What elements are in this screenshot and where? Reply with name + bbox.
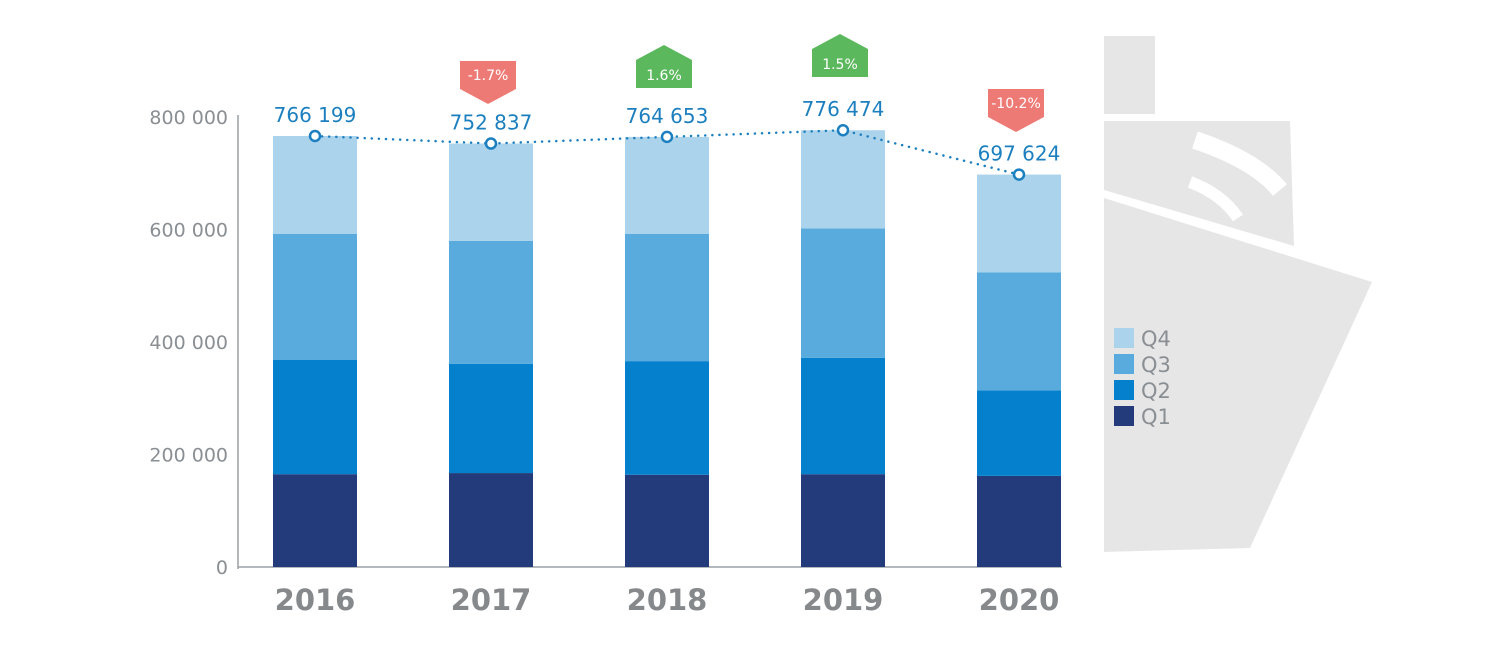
x-tick-label: 2020 bbox=[979, 583, 1060, 617]
x-tick-label: 2016 bbox=[275, 583, 356, 617]
bar-q4-2018 bbox=[625, 136, 709, 234]
total-line-layer: 766 199 752 837 764 653 776 474 697 624 bbox=[274, 97, 1061, 181]
legend-label-q4: Q4 bbox=[1141, 327, 1171, 351]
x-tick-label: 2018 bbox=[627, 583, 708, 617]
change-label-2017: -1.7% bbox=[468, 68, 509, 84]
change-label-2019: 1.5% bbox=[822, 57, 858, 73]
change-badge-2017 bbox=[460, 61, 516, 104]
bar-q3-2018 bbox=[625, 234, 709, 362]
ship-funnel-shape bbox=[1104, 36, 1155, 114]
change-badge-2019 bbox=[812, 34, 868, 77]
total-label-2020: 697 624 bbox=[978, 142, 1061, 166]
bar-q4-2016 bbox=[273, 136, 357, 234]
bar-q2-2019 bbox=[801, 357, 885, 475]
x-tick-label: 2019 bbox=[803, 583, 884, 617]
legend-label-q1: Q1 bbox=[1141, 405, 1171, 429]
total-trend-line bbox=[313, 128, 1021, 176]
bar-q1-2020 bbox=[977, 475, 1061, 567]
bar-q1-2018 bbox=[625, 474, 709, 567]
bar-q1-2019 bbox=[801, 474, 885, 567]
change-badge-2018 bbox=[636, 45, 692, 88]
ship-window-arc bbox=[1187, 176, 1243, 222]
bar-q3-2017 bbox=[449, 240, 533, 364]
bar-q3-2020 bbox=[977, 272, 1061, 391]
legend-swatch-q2 bbox=[1114, 380, 1134, 400]
legend-swatch-q3 bbox=[1114, 354, 1134, 374]
bar-q4-2019 bbox=[801, 130, 885, 229]
legend-label-q2: Q2 bbox=[1141, 379, 1171, 403]
ship-window-arc bbox=[1192, 131, 1287, 196]
bar-q2-2018 bbox=[625, 361, 709, 475]
total-label-2017: 752 837 bbox=[450, 111, 533, 135]
bar-q2-2020 bbox=[977, 390, 1061, 476]
total-label-2016: 766 199 bbox=[274, 103, 357, 127]
legend-label-q3: Q3 bbox=[1141, 353, 1171, 377]
y-tick-label: 0 bbox=[216, 557, 228, 579]
total-point-2018 bbox=[660, 130, 674, 144]
x-tick-label: 2017 bbox=[451, 583, 532, 617]
change-badge-2020 bbox=[988, 89, 1044, 132]
bar-q2-2016 bbox=[273, 360, 357, 475]
change-label-2020: -10.2% bbox=[991, 96, 1041, 112]
total-point-2020 bbox=[1012, 168, 1026, 181]
change-label-2018: 1.6% bbox=[646, 68, 682, 84]
change-badges: -1.7% 1.6% 1.5% -10.2% bbox=[460, 34, 1044, 132]
y-tick-label: 800 000 bbox=[149, 107, 228, 129]
total-point-2016 bbox=[308, 129, 322, 143]
total-point-2019 bbox=[836, 123, 850, 137]
bar-q1-2016 bbox=[273, 474, 357, 567]
axes: 0 200 000 400 000 600 000 800 000 2016 2017 201… bbox=[149, 107, 1062, 617]
legend-swatch-q4 bbox=[1114, 328, 1134, 348]
total-label-2018: 764 653 bbox=[626, 104, 709, 128]
bar-q2-2017 bbox=[449, 363, 533, 474]
ship-hull-shape bbox=[1104, 198, 1372, 552]
bars bbox=[273, 130, 1061, 567]
total-label-2019: 776 474 bbox=[802, 97, 885, 121]
bar-q4-2017 bbox=[449, 143, 533, 241]
bar-q3-2019 bbox=[801, 228, 885, 358]
bar-q1-2017 bbox=[449, 473, 533, 567]
legend-swatch-q1 bbox=[1114, 406, 1134, 426]
ship-silhouette-icon bbox=[1104, 36, 1372, 552]
bar-q4-2020 bbox=[977, 174, 1061, 273]
bar-q3-2016 bbox=[273, 234, 357, 360]
y-tick-label: 600 000 bbox=[149, 220, 228, 242]
total-point-2017 bbox=[484, 137, 498, 150]
y-tick-label: 200 000 bbox=[149, 445, 228, 467]
y-tick-label: 400 000 bbox=[149, 332, 228, 354]
